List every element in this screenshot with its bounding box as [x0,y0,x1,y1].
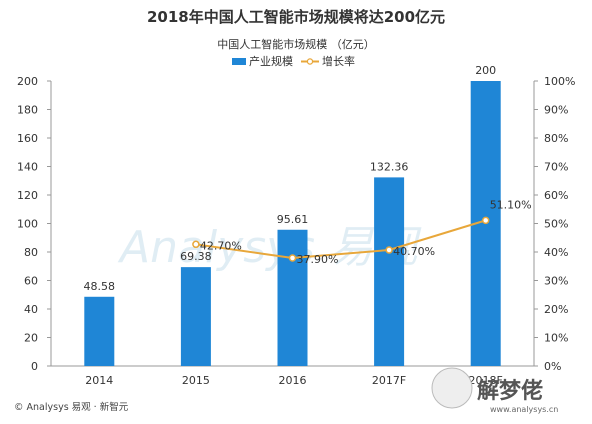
growth-rate-point [481,216,490,225]
left-tick-label: 60 [24,275,38,288]
bar-data-label: 200 [475,64,496,77]
logo-url: www.analysys.cn [490,405,558,414]
bar [277,229,308,366]
growth-rate-label: 42.70% [200,239,242,252]
logo-watermark: 解梦佬 www.analysys.cn [431,367,558,414]
growth-rate-label: 40.70% [393,245,435,258]
bar-data-labels: 48.58 69.38 95.61 132.36 200 [84,64,497,293]
legend-line-marker [306,58,314,65]
legend: 产业规模 增长率 [232,54,355,68]
right-tick-label: 20% [544,303,568,316]
bar-data-label: 48.58 [84,280,116,293]
chart-subtitle: 中国人工智能市场规模 （亿元） [217,37,375,51]
category-labels: 2014 2015 2016 2017F 2018F [85,374,503,387]
right-tick-label: 40% [544,246,568,259]
left-tick-label: 40 [24,303,38,316]
bar [84,296,115,366]
category-label: 2018F [469,374,503,387]
bar [374,177,405,366]
chart-title: 2018年中国人工智能市场规模将达200亿元 [147,8,445,26]
right-tick-label: 60% [544,189,568,202]
right-tick-label: 80% [544,132,568,145]
bar [180,267,211,366]
legend-bar-label: 产业规模 [249,54,293,68]
legend-bar-swatch [232,58,246,65]
growth-rate-line [195,219,486,259]
left-tick-label: 140 [17,161,38,174]
right-tick-label: 0% [544,360,561,373]
bar-data-label: 69.38 [180,250,212,263]
right-tick-label: 50% [544,218,568,231]
left-tick-label: 160 [17,132,38,145]
category-label: 2017F [372,374,406,387]
left-tick-label: 0 [31,360,38,373]
right-axis-ticks: 0% 10% 20% 30% 40% 50% 60% 70% 80% 90% 100% [534,75,575,373]
legend-line-label: 增长率 [322,54,355,68]
bar-data-label: 95.61 [277,213,309,226]
growth-rate-point [192,240,200,249]
left-tick-label: 80 [24,246,38,259]
footer-source: © Analysys 易观 · 新智元 [14,401,129,413]
growth-rate-label: 51.10% [490,198,532,211]
bar-data-label: 132.36 [370,160,409,173]
left-tick-label: 120 [17,189,38,202]
right-tick-label: 30% [544,275,568,288]
bar-series [84,81,501,366]
right-tick-label: 70% [544,161,568,174]
watermark: Analysys 易观 [117,222,422,273]
growth-rate-label: 37.90% [297,253,339,266]
right-tick-label: 10% [544,332,568,345]
category-label: 2014 [85,374,113,387]
left-tick-label: 20 [24,332,38,345]
left-tick-label: 200 [17,75,38,88]
right-tick-label: 90% [544,104,568,117]
growth-rate-point [288,254,297,262]
growth-rate-point [385,246,393,254]
watermark-brand: Analysys 易观 [117,222,422,273]
logo-icon [431,367,473,409]
left-tick-label: 100 [17,218,38,231]
left-tick-label: 180 [17,104,38,117]
category-label: 2016 [279,374,307,387]
right-tick-label: 100% [544,75,575,88]
logo-text: 解梦佬 [477,378,543,404]
category-label: 2015 [182,374,210,387]
left-axis-ticks: 0 20 40 60 80 100 120 140 160 180 200 [17,75,51,373]
line-series: 42.70% 37.90% 40.70% 51.10% [192,198,532,266]
